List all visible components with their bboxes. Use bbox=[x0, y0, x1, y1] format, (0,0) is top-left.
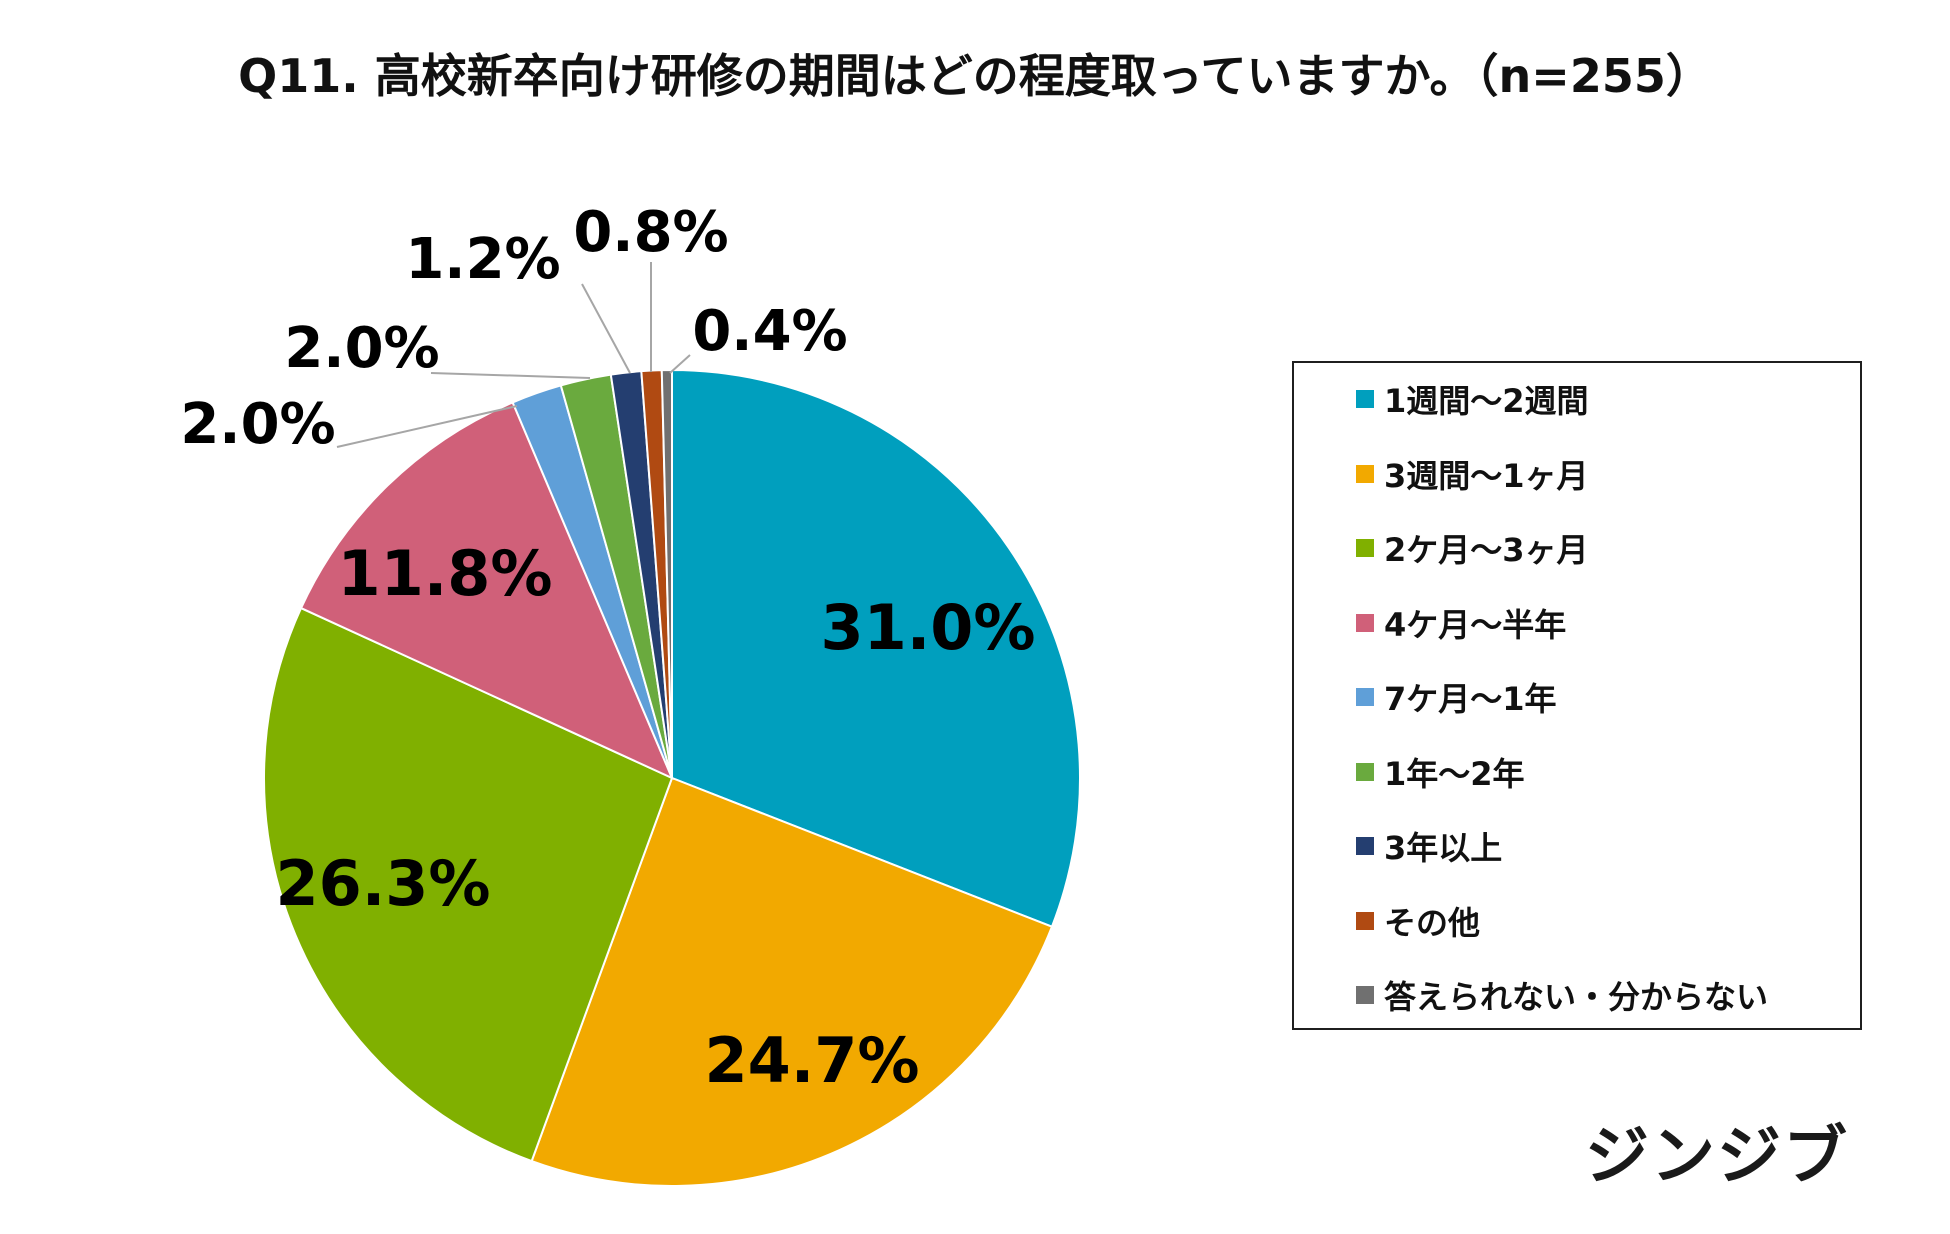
pie-slices bbox=[263, 368, 1081, 1187]
brand-logo: ジンジブ bbox=[1585, 1120, 1849, 1194]
legend-swatch bbox=[1356, 762, 1374, 781]
legend-item: 答えられない・分からない bbox=[1356, 975, 1769, 1016]
data-label: 26.3% bbox=[275, 847, 490, 920]
legend-item: 2ケ月～3ヶ月 bbox=[1356, 528, 1589, 569]
chart-title: Q11. 高校新卒向け研修の期間はどの程度取っていますか。（n=255） bbox=[238, 49, 1712, 103]
legend-label: 4ケ月～半年 bbox=[1384, 605, 1567, 644]
legend-swatch bbox=[1356, 986, 1374, 1004]
leader-lines bbox=[336, 262, 691, 448]
legend-swatch bbox=[1356, 613, 1374, 632]
data-label: 1.2% bbox=[405, 227, 560, 292]
leader-line bbox=[430, 372, 591, 379]
legend-label: 1週間～2週間 bbox=[1384, 382, 1589, 420]
data-label: 2.0% bbox=[284, 316, 439, 381]
legend-item: 1週間～2週間 bbox=[1356, 379, 1589, 420]
data-label: 11.8% bbox=[337, 537, 552, 610]
data-label: 2.0% bbox=[180, 392, 335, 457]
pie-slice bbox=[530, 776, 1054, 1187]
legend-item: 7ケ月～1年 bbox=[1356, 677, 1557, 718]
leader-line bbox=[581, 283, 631, 374]
legend-label: 答えられない・分からない bbox=[1384, 978, 1769, 1016]
legend-swatch bbox=[1356, 911, 1374, 930]
data-label: 31.0% bbox=[820, 591, 1035, 664]
legend-label: 2ケ月～3ヶ月 bbox=[1384, 531, 1589, 569]
legend-item: 4ケ月～半年 bbox=[1356, 603, 1567, 644]
legend-swatch bbox=[1356, 688, 1374, 706]
legend-label: その他 bbox=[1384, 903, 1481, 942]
pie-slice bbox=[299, 401, 674, 780]
legend-label: 3週間～1ヶ月 bbox=[1384, 456, 1589, 495]
legend-label: 3年以上 bbox=[1384, 829, 1503, 867]
data-labels: 31.0% 24.7% 26.3% 11.8% 2.0% 2.0% 1.2% 0.8% 0.4% bbox=[180, 200, 1035, 1097]
legend-label: 7ケ月～1年 bbox=[1384, 680, 1557, 718]
legend-label: 1年～2年 bbox=[1384, 754, 1525, 793]
legend-swatch bbox=[1356, 464, 1374, 483]
legend: 1週間～2週間 3週間～1ヶ月 2ケ月～3ヶ月 4ケ月～半年 7ケ月～1年 1年～2年 3年… bbox=[1292, 361, 1862, 1030]
legend-item: 3年以上 bbox=[1356, 826, 1503, 867]
legend-item: 1年～2年 bbox=[1356, 752, 1525, 793]
pie-slice bbox=[263, 606, 674, 1163]
legend-item: その他 bbox=[1356, 901, 1481, 942]
data-label: 0.8% bbox=[573, 200, 728, 265]
legend-item: 3週間～1ヶ月 bbox=[1356, 454, 1589, 495]
legend-swatch bbox=[1356, 390, 1374, 408]
pie-slice bbox=[671, 368, 1081, 929]
leader-line bbox=[336, 405, 518, 448]
data-label: 0.4% bbox=[692, 299, 847, 364]
legend-swatch bbox=[1356, 539, 1374, 557]
data-label: 24.7% bbox=[704, 1024, 919, 1097]
leader-line bbox=[669, 354, 691, 374]
legend-swatch bbox=[1356, 837, 1374, 855]
